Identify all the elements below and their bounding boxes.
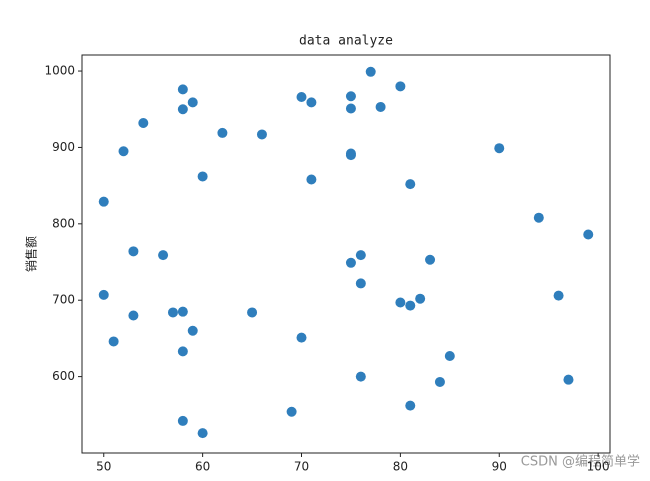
y-tick-label: 1000 (44, 64, 75, 78)
point (395, 81, 406, 92)
point (197, 171, 208, 182)
point (405, 179, 416, 190)
point (158, 250, 169, 261)
x-tick-label: 60 (195, 460, 210, 474)
point (217, 127, 228, 138)
point (256, 129, 267, 140)
point (494, 143, 505, 154)
point (98, 196, 109, 207)
point (187, 325, 198, 336)
point (365, 66, 376, 77)
point (98, 289, 109, 300)
x-tick-label: 70 (294, 460, 309, 474)
x-tick-label: 100 (587, 460, 610, 474)
point (306, 97, 317, 108)
point (553, 290, 564, 301)
watermark: CSDN @编程简单学 (521, 454, 640, 470)
point (415, 293, 426, 304)
point (425, 254, 436, 265)
point (345, 257, 356, 268)
y-tick-label: 700 (52, 293, 75, 307)
point (177, 104, 188, 115)
y-axis-label: 销售额 (24, 236, 39, 272)
x-tick-label: 90 (492, 460, 507, 474)
plot-frame (81, 54, 611, 454)
point (405, 400, 416, 411)
point (345, 150, 356, 161)
point (108, 336, 119, 347)
point (395, 297, 406, 308)
point (167, 307, 178, 318)
point (583, 229, 594, 240)
point (355, 278, 366, 289)
point (197, 428, 208, 439)
point (306, 174, 317, 185)
point (177, 84, 188, 95)
point (118, 146, 129, 157)
point (128, 246, 139, 257)
x-tick-label: 80 (393, 460, 408, 474)
point (355, 371, 366, 382)
chart-title: data analyze (299, 34, 393, 49)
point (128, 310, 139, 321)
point (296, 332, 307, 343)
y-tick-label: 600 (52, 369, 75, 383)
point (177, 346, 188, 357)
y-tick-label: 900 (52, 140, 75, 154)
point (434, 376, 445, 387)
point (405, 300, 416, 311)
x-tick-label: 50 (96, 460, 111, 474)
point (345, 91, 356, 102)
point (345, 103, 356, 114)
point (444, 350, 455, 361)
y-tick-label: 800 (52, 216, 75, 230)
point (286, 406, 297, 417)
point (533, 212, 544, 223)
point (177, 415, 188, 426)
point (355, 250, 366, 261)
point (375, 101, 386, 112)
point (563, 374, 574, 385)
point (247, 307, 258, 318)
point (177, 306, 188, 317)
point (138, 117, 149, 128)
point (187, 97, 198, 108)
point (296, 92, 307, 103)
